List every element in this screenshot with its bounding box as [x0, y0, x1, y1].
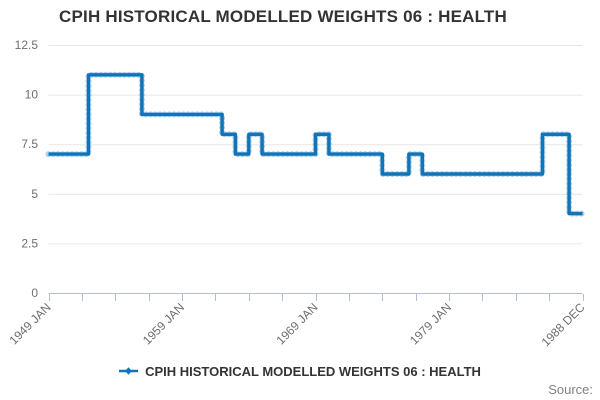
x-axis-label: 1988 DEC	[539, 300, 588, 349]
x-axis-label: 1949 JAN	[6, 300, 53, 347]
y-axis-label: 10	[25, 88, 39, 102]
x-axis-label: 1959 JAN	[140, 300, 187, 347]
y-axis-label: 12.5	[15, 38, 39, 52]
chart-title: CPIH HISTORICAL MODELLED WEIGHTS 06 : HE…	[59, 7, 507, 26]
y-axis-label: 2.5	[21, 236, 38, 250]
series-line	[48, 73, 583, 216]
legend-item[interactable]: CPIH HISTORICAL MODELLED WEIGHTS 06 : HE…	[0, 361, 600, 381]
source-label: Source:	[548, 382, 593, 397]
x-axis-label: 1969 JAN	[273, 300, 320, 347]
legend-label[interactable]: CPIH HISTORICAL MODELLED WEIGHTS 06 : HE…	[145, 363, 481, 379]
y-axis-label: 5	[31, 187, 38, 201]
y-axis-label: 0	[31, 286, 38, 300]
y-axis-label: 7.5	[21, 137, 38, 151]
legend-line-marker-icon	[119, 367, 139, 375]
x-axis-label: 1979 JAN	[407, 300, 454, 347]
